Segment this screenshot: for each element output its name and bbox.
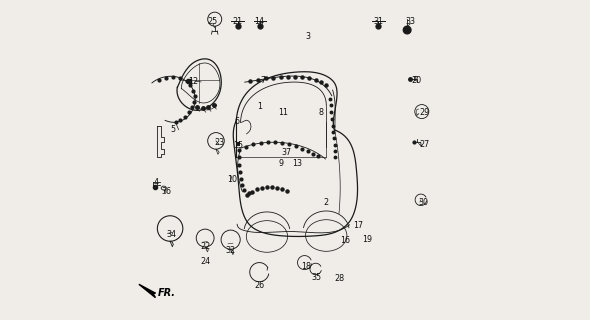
Text: FR.: FR. — [158, 288, 175, 298]
Circle shape — [404, 26, 411, 34]
Text: 7: 7 — [260, 76, 265, 85]
Text: 28: 28 — [334, 274, 344, 283]
Text: 13: 13 — [293, 159, 303, 168]
Text: 21: 21 — [232, 17, 242, 26]
Text: 17: 17 — [353, 221, 363, 230]
Text: 29: 29 — [420, 108, 430, 117]
Text: 37: 37 — [281, 148, 291, 156]
Text: 16: 16 — [340, 236, 350, 245]
Text: 8: 8 — [319, 108, 324, 117]
Polygon shape — [139, 284, 155, 298]
Text: 33: 33 — [405, 17, 415, 26]
Text: 26: 26 — [254, 281, 264, 290]
Text: 10: 10 — [227, 175, 237, 184]
Text: 1: 1 — [257, 102, 262, 111]
Text: 4: 4 — [153, 178, 158, 187]
Text: 35: 35 — [312, 273, 322, 282]
Text: 20: 20 — [412, 76, 422, 85]
Text: 15: 15 — [233, 141, 243, 150]
Text: 27: 27 — [420, 140, 430, 149]
Text: 2: 2 — [324, 197, 329, 206]
Text: 19: 19 — [363, 235, 373, 244]
Text: 3: 3 — [306, 32, 311, 41]
Text: 36: 36 — [162, 188, 172, 196]
Text: 32: 32 — [225, 246, 235, 255]
Text: 6: 6 — [234, 116, 240, 126]
Text: 24: 24 — [200, 258, 210, 267]
Text: 31: 31 — [373, 17, 384, 26]
Text: 11: 11 — [278, 108, 288, 117]
Text: 34: 34 — [166, 230, 176, 239]
Text: 30: 30 — [418, 197, 428, 206]
Text: 12: 12 — [189, 77, 199, 86]
Text: 25: 25 — [208, 17, 218, 26]
Bar — [236, 142, 240, 146]
Text: 22: 22 — [200, 242, 210, 251]
Text: 5: 5 — [171, 125, 176, 134]
Text: 18: 18 — [301, 262, 311, 271]
Text: 23: 23 — [214, 138, 224, 147]
Text: 14: 14 — [254, 17, 264, 26]
Text: 9: 9 — [278, 159, 283, 168]
